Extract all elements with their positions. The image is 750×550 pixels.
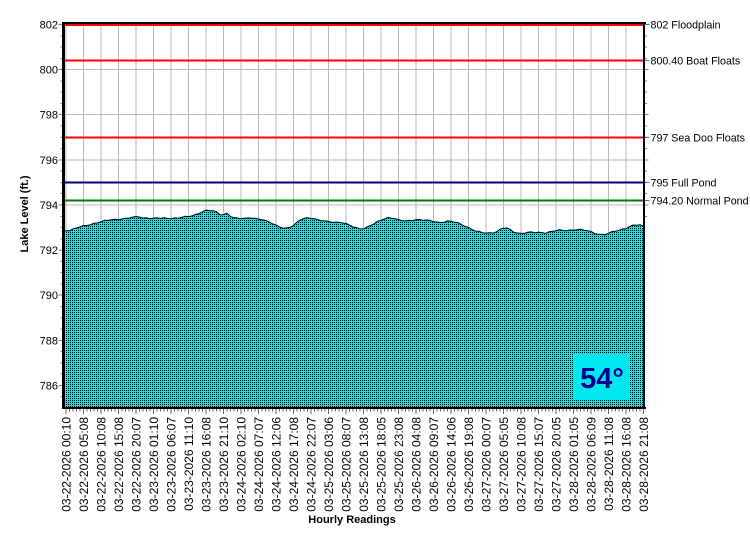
svg-text:03-22-2026 10:08: 03-22-2026 10:08 (95, 417, 109, 512)
svg-text:802 Floodplain: 802 Floodplain (651, 20, 721, 32)
svg-text:03-23-2026 16:08: 03-23-2026 16:08 (200, 417, 214, 512)
svg-text:03-24-2026 17:08: 03-24-2026 17:08 (287, 417, 301, 512)
svg-text:54°: 54° (580, 363, 624, 395)
svg-text:03-25-2026 23:08: 03-25-2026 23:08 (392, 417, 406, 512)
svg-text:03-24-2026 22:07: 03-24-2026 22:07 (305, 417, 319, 512)
svg-text:798: 798 (40, 110, 58, 122)
svg-text:794: 794 (40, 200, 58, 212)
svg-text:03-22-2026 20:07: 03-22-2026 20:07 (130, 417, 144, 512)
svg-text:03-25-2026 03:06: 03-25-2026 03:06 (322, 417, 336, 512)
svg-text:03-27-2026 00:07: 03-27-2026 00:07 (480, 417, 494, 512)
svg-text:03-24-2026 02:10: 03-24-2026 02:10 (235, 417, 249, 512)
svg-text:03-28-2026 06:09: 03-28-2026 06:09 (585, 417, 599, 512)
svg-text:03-26-2026 04:08: 03-26-2026 04:08 (410, 417, 424, 512)
svg-text:800: 800 (40, 65, 58, 77)
svg-text:03-22-2026 15:08: 03-22-2026 15:08 (112, 417, 126, 512)
svg-text:03-28-2026 11:08: 03-28-2026 11:08 (602, 417, 616, 511)
svg-text:792: 792 (40, 245, 58, 257)
svg-text:03-23-2026 01:10: 03-23-2026 01:10 (147, 417, 161, 512)
svg-text:797 Sea Doo Floats: 797 Sea Doo Floats (651, 132, 745, 144)
svg-text:03-27-2026 10:08: 03-27-2026 10:08 (515, 417, 529, 512)
svg-text:03-24-2026 12:06: 03-24-2026 12:06 (270, 417, 284, 512)
svg-text:786: 786 (40, 381, 58, 393)
svg-text:03-23-2026 06:07: 03-23-2026 06:07 (165, 417, 179, 512)
svg-text:03-26-2026 09:07: 03-26-2026 09:07 (427, 417, 441, 512)
svg-text:03-28-2026 21:08: 03-28-2026 21:08 (637, 417, 651, 512)
svg-text:03-24-2026 07:07: 03-24-2026 07:07 (252, 417, 266, 512)
svg-text:03-27-2026 05:05: 03-27-2026 05:05 (497, 417, 511, 512)
svg-text:790: 790 (40, 290, 58, 302)
svg-text:800.40 Boat Floats: 800.40 Boat Floats (651, 56, 741, 68)
svg-text:03-23-2026 21:10: 03-23-2026 21:10 (217, 417, 231, 512)
svg-text:796: 796 (40, 155, 58, 167)
svg-text:795 Full Pond: 795 Full Pond (651, 177, 717, 189)
svg-text:03-26-2026 19:08: 03-26-2026 19:08 (462, 417, 476, 512)
svg-text:802: 802 (40, 20, 58, 32)
svg-text:03-27-2026 20:05: 03-27-2026 20:05 (550, 417, 564, 512)
svg-text:03-26-2026 14:06: 03-26-2026 14:06 (445, 417, 459, 512)
svg-text:Lake Level (ft.): Lake Level (ft.) (19, 175, 31, 252)
svg-text:03-28-2026 01:05: 03-28-2026 01:05 (567, 417, 581, 512)
svg-text:Hourly Readings: Hourly Readings (308, 514, 395, 526)
svg-text:03-25-2026 08:07: 03-25-2026 08:07 (340, 417, 354, 512)
svg-text:03-25-2026 13:08: 03-25-2026 13:08 (357, 417, 371, 512)
svg-text:03-27-2026 15:07: 03-27-2026 15:07 (532, 417, 546, 512)
svg-text:03-22-2026 05:08: 03-22-2026 05:08 (77, 417, 91, 512)
svg-text:03-23-2026 11:10: 03-23-2026 11:10 (182, 417, 196, 511)
svg-text:788: 788 (40, 335, 58, 347)
svg-text:03-28-2026 16:08: 03-28-2026 16:08 (620, 417, 634, 512)
svg-text:03-22-2026 00:10: 03-22-2026 00:10 (60, 417, 74, 512)
svg-text:03-25-2026 18:05: 03-25-2026 18:05 (375, 417, 389, 512)
svg-text:794.20 Normal Pond: 794.20 Normal Pond (651, 196, 749, 208)
